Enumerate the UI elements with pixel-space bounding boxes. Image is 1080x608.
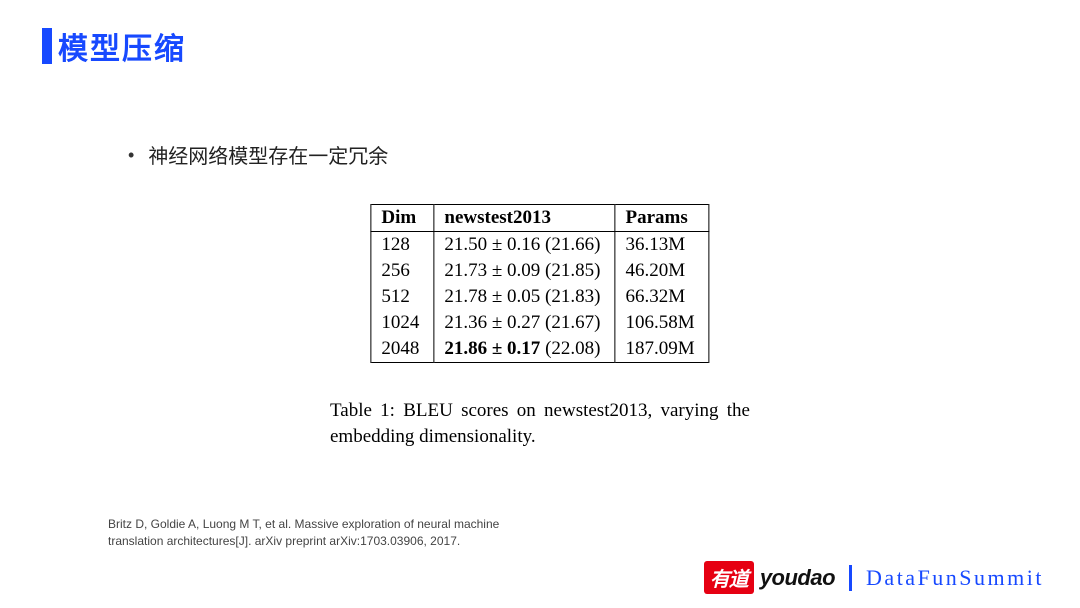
cell-score: 21.78 ± 0.05 (21.83) (434, 284, 615, 310)
cell-score: 21.36 ± 0.27 (21.67) (434, 310, 615, 336)
bullet-text: 神经网络模型存在一定冗余 (148, 140, 388, 169)
citation-line-1: Britz D, Goldie A, Luong M T, et al. Mas… (108, 516, 499, 533)
slide-title-row: 模型压缩 (42, 24, 186, 68)
table-row: 51221.78 ± 0.05 (21.83)66.32M (371, 284, 709, 310)
table-row: 12821.50 ± 0.16 (21.66)36.13M (371, 232, 709, 259)
col-params: Params (615, 205, 709, 232)
datafun-summit-logo: DataFunSummit (866, 565, 1044, 591)
table-row: 204821.86 ± 0.17 (22.08)187.09M (371, 336, 709, 363)
bullet-dot: • (128, 146, 134, 164)
cell-dim: 1024 (371, 310, 434, 336)
col-dim: Dim (371, 205, 434, 232)
citation: Britz D, Goldie A, Luong M T, et al. Mas… (108, 516, 499, 550)
bullet-row: • 神经网络模型存在一定冗余 (128, 140, 388, 169)
cell-dim: 512 (371, 284, 434, 310)
title-accent-bar (42, 28, 52, 64)
table-row: 102421.36 ± 0.27 (21.67)106.58M (371, 310, 709, 336)
cell-params: 66.32M (615, 284, 709, 310)
citation-line-2: translation architectures[J]. arXiv prep… (108, 533, 499, 550)
col-score: newstest2013 (434, 205, 615, 232)
table-caption: Table 1: BLEU scores on newstest2013, va… (330, 398, 750, 449)
cell-dim: 2048 (371, 336, 434, 363)
footer: 有道 youdao DataFunSummit (704, 561, 1044, 594)
footer-separator (849, 565, 852, 591)
cell-score: 21.50 ± 0.16 (21.66) (434, 232, 615, 259)
results-table: Dim newstest2013 Params 12821.50 ± 0.16 … (370, 204, 709, 363)
youdao-logo-badge: 有道 (704, 561, 754, 594)
cell-dim: 256 (371, 258, 434, 284)
slide-title: 模型压缩 (58, 24, 186, 68)
cell-score: 21.73 ± 0.09 (21.85) (434, 258, 615, 284)
cell-dim: 128 (371, 232, 434, 259)
cell-params: 36.13M (615, 232, 709, 259)
cell-score: 21.86 ± 0.17 (22.08) (434, 336, 615, 363)
table-row: 25621.73 ± 0.09 (21.85)46.20M (371, 258, 709, 284)
youdao-logo-text: youdao (760, 565, 835, 591)
cell-params: 46.20M (615, 258, 709, 284)
cell-params: 187.09M (615, 336, 709, 363)
table-header-row: Dim newstest2013 Params (371, 205, 709, 232)
cell-params: 106.58M (615, 310, 709, 336)
results-table-wrap: Dim newstest2013 Params 12821.50 ± 0.16 … (370, 204, 709, 363)
